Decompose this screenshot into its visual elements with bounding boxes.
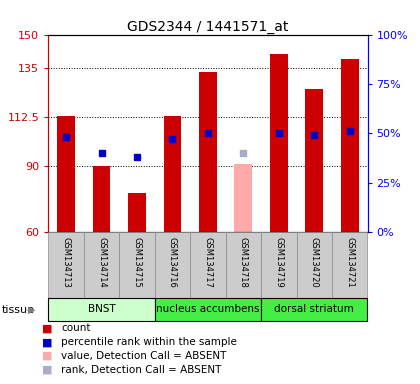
Bar: [84, 232, 119, 298]
Text: GSM134713: GSM134713: [62, 237, 71, 288]
Text: ■: ■: [42, 351, 52, 361]
Bar: [332, 232, 368, 298]
Text: GSM134717: GSM134717: [203, 237, 213, 288]
Text: rank, Detection Call = ABSENT: rank, Detection Call = ABSENT: [61, 365, 221, 375]
Text: GSM134719: GSM134719: [274, 237, 284, 288]
Text: ▶: ▶: [28, 305, 36, 315]
Text: dorsal striatum: dorsal striatum: [274, 304, 354, 314]
Bar: [119, 232, 155, 298]
Text: GSM134716: GSM134716: [168, 237, 177, 288]
Text: GSM134715: GSM134715: [132, 237, 142, 288]
Bar: [155, 232, 190, 298]
Text: count: count: [61, 323, 90, 333]
Bar: [155, 298, 261, 321]
Bar: [48, 232, 84, 298]
Title: GDS2344 / 1441571_at: GDS2344 / 1441571_at: [127, 20, 289, 33]
Bar: [190, 232, 226, 298]
Text: ■: ■: [42, 365, 52, 375]
Text: BNST: BNST: [88, 304, 116, 314]
Bar: [305, 89, 323, 232]
Bar: [57, 116, 75, 232]
Text: GSM134718: GSM134718: [239, 237, 248, 288]
Bar: [93, 166, 110, 232]
Bar: [128, 193, 146, 232]
Bar: [234, 164, 252, 232]
Text: percentile rank within the sample: percentile rank within the sample: [61, 337, 237, 347]
Text: tissue: tissue: [2, 305, 35, 315]
Bar: [261, 298, 368, 321]
Text: ■: ■: [42, 323, 52, 333]
Bar: [48, 298, 155, 321]
Bar: [297, 232, 332, 298]
Text: nucleus accumbens: nucleus accumbens: [156, 304, 260, 314]
Text: ■: ■: [42, 337, 52, 347]
Bar: [270, 55, 288, 232]
Text: GSM134721: GSM134721: [345, 237, 354, 288]
Text: GSM134720: GSM134720: [310, 237, 319, 288]
Text: value, Detection Call = ABSENT: value, Detection Call = ABSENT: [61, 351, 226, 361]
Bar: [199, 72, 217, 232]
Bar: [341, 59, 359, 232]
Text: GSM134714: GSM134714: [97, 237, 106, 288]
Bar: [261, 232, 297, 298]
Bar: [163, 116, 181, 232]
Bar: [226, 232, 261, 298]
